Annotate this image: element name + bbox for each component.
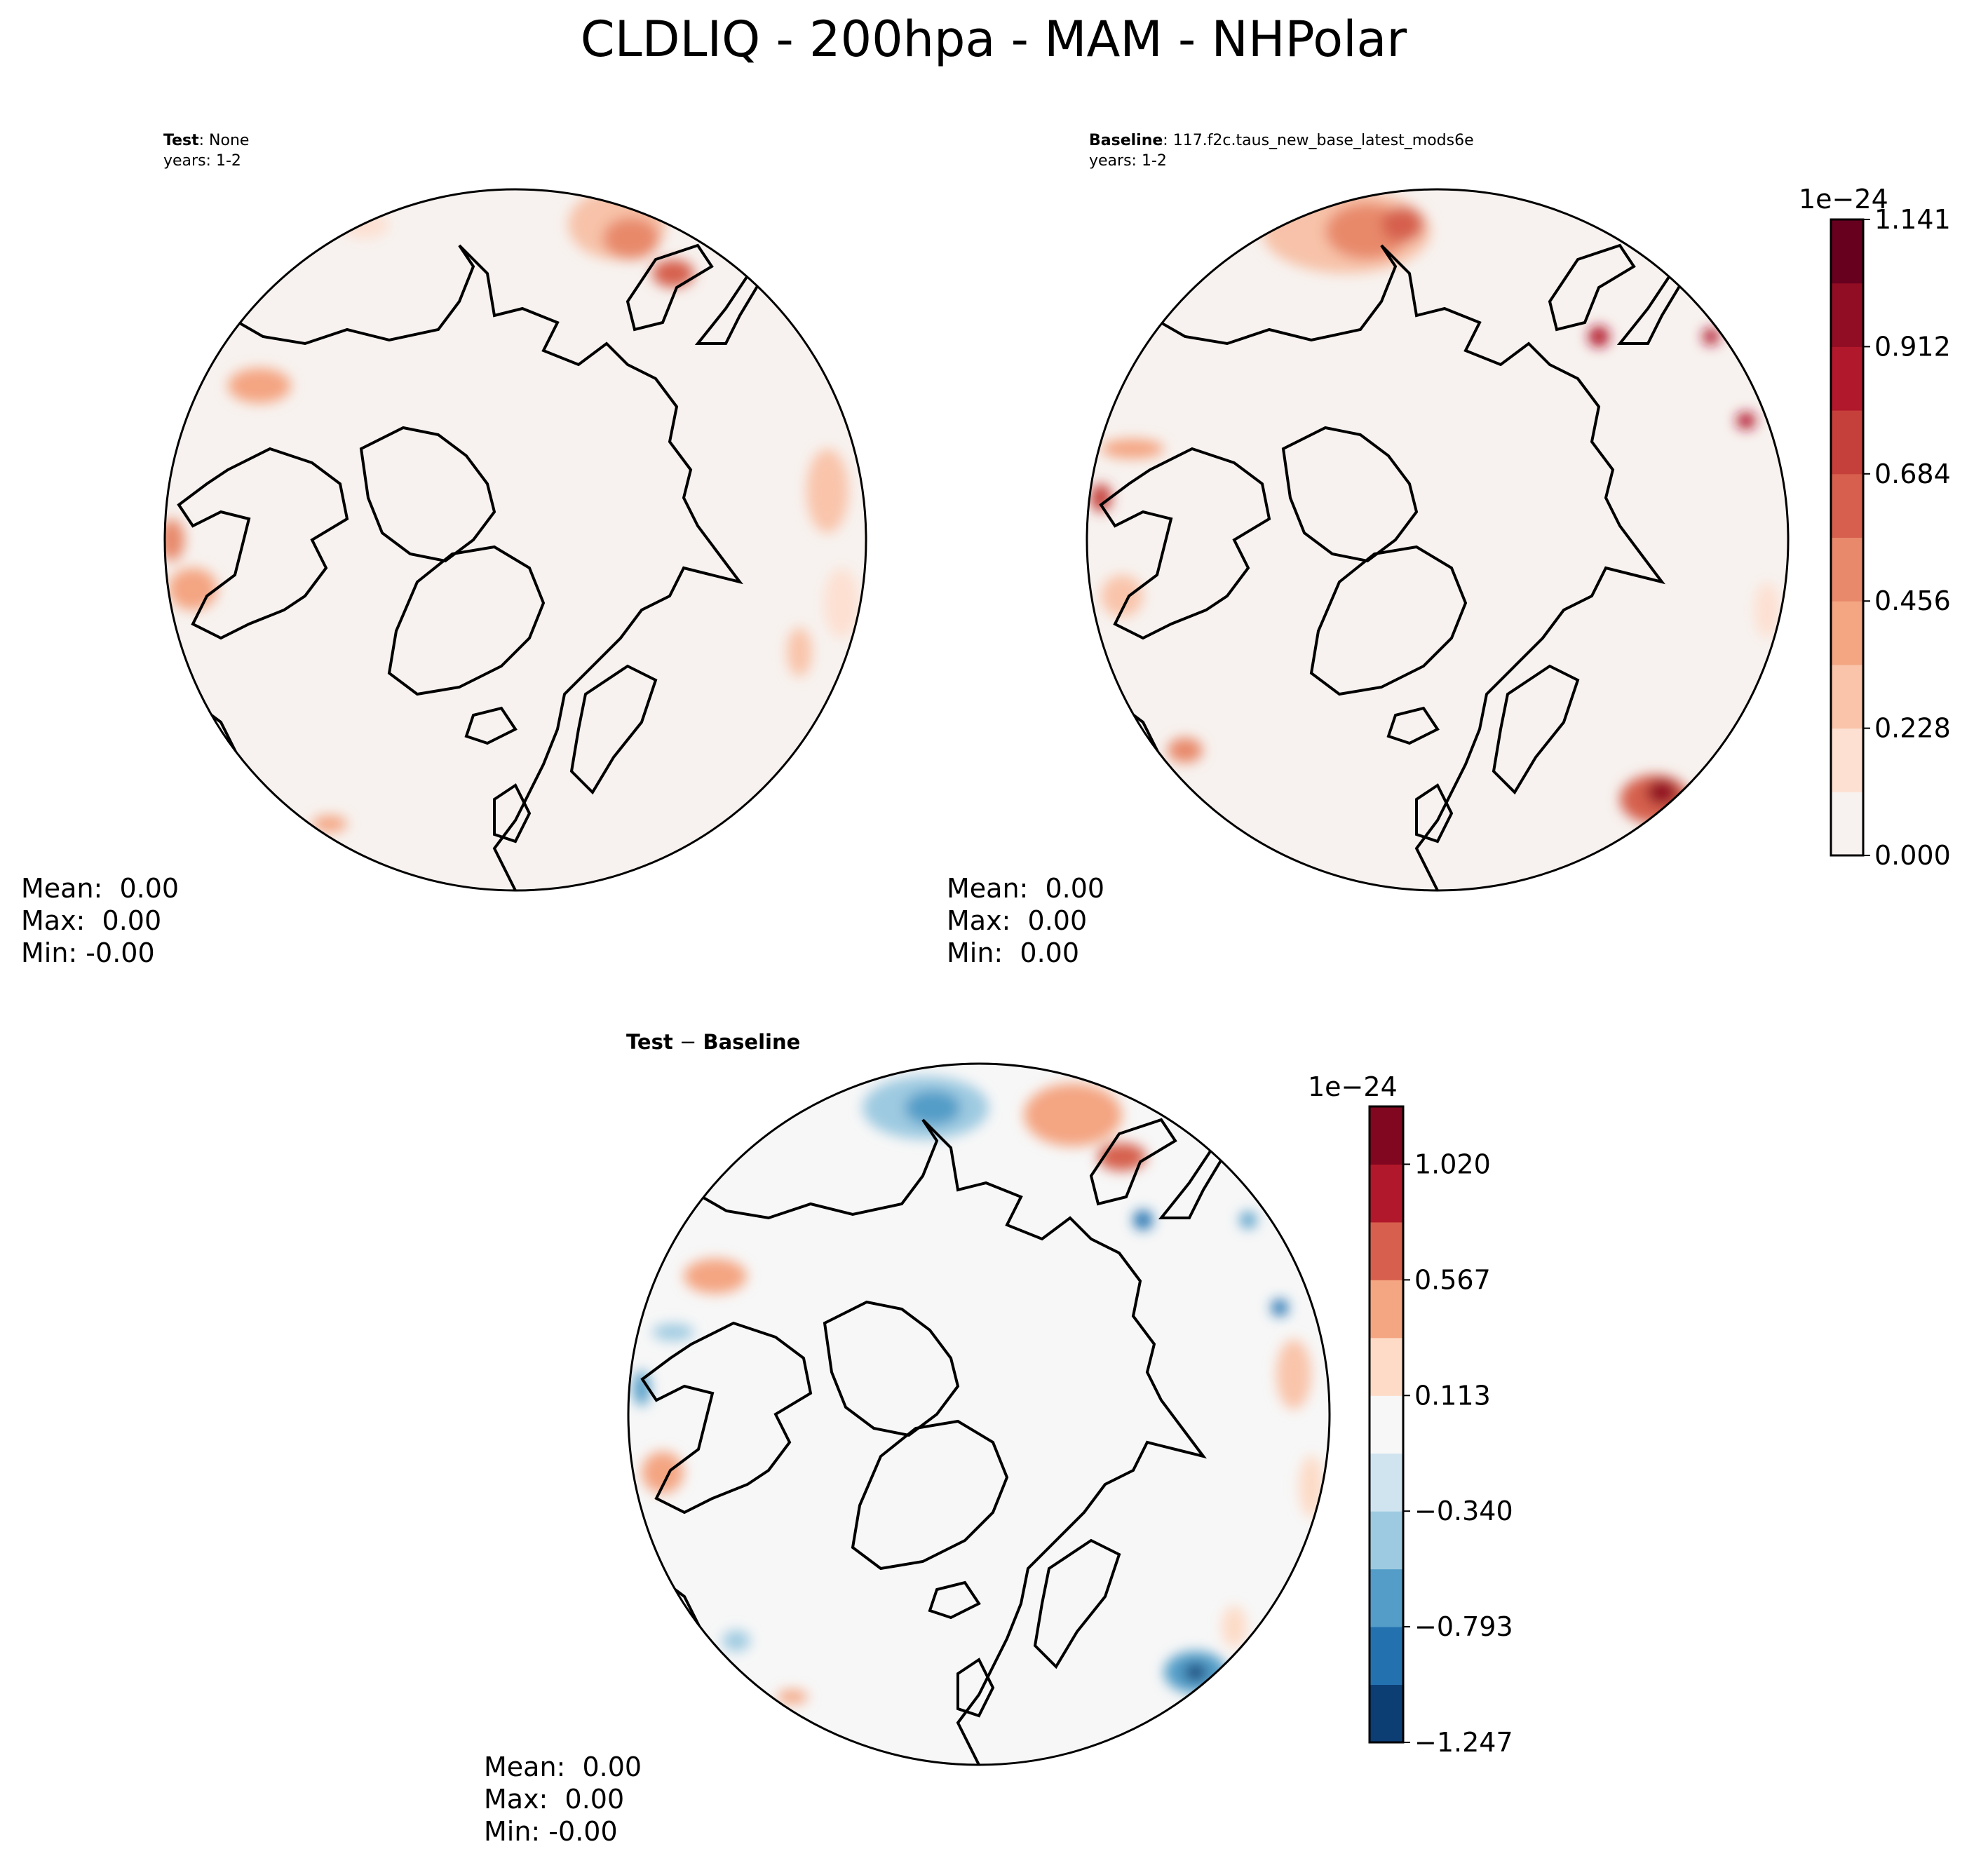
colorbar-diff-tick-label: 0.113	[1414, 1380, 1491, 1411]
panel-test-header-bold: Test	[163, 132, 199, 149]
panel-test-map	[163, 188, 867, 892]
panel-baseline-boundary	[1086, 188, 1790, 892]
panel-baseline-mean: Mean: 0.00	[947, 873, 1104, 904]
colorbar-diff-offset: 1e−24	[1308, 1071, 1398, 1102]
colorbar-main-tick-label: 0.456	[1874, 585, 1951, 616]
colorbar-diff-swatch	[1370, 1221, 1403, 1280]
colorbar-main-swatch	[1831, 664, 1863, 729]
panel-test: Test: None years: 1-2 Mea	[21, 132, 867, 968]
panel-test-min: Min: -0.00	[21, 937, 155, 968]
colorbar-main-swatch	[1831, 346, 1863, 411]
colorbar-main-swatch	[1831, 537, 1863, 602]
colorbar-diff-tick-label: 1.020	[1414, 1149, 1491, 1179]
panel-baseline-max: Max: 0.00	[947, 905, 1087, 936]
panel-test-max: Max: 0.00	[21, 905, 161, 936]
panel-test-boundary	[163, 188, 867, 892]
svg-text:Baseline: 117.f2c.taus_new_bas: Baseline: 117.f2c.taus_new_base_latest_m…	[1089, 132, 1474, 149]
panel-baseline-header-rest: : 117.f2c.taus_new_base_latest_mods6e	[1163, 132, 1473, 149]
colorbar-diff-swatch	[1370, 1627, 1403, 1686]
panel-diff-max: Max: 0.00	[484, 1784, 624, 1815]
colorbar-diff-tick-label: 0.567	[1414, 1264, 1491, 1295]
panel-diff-boundary	[627, 1062, 1331, 1766]
colorbar-diff-swatch	[1370, 1280, 1403, 1339]
panel-test-mean: Mean: 0.00	[21, 873, 179, 904]
colorbar-main-swatch	[1831, 601, 1863, 665]
panel-diff-map	[627, 1062, 1331, 1766]
colorbar-diff: 1e−24 −1.247 −0.793 −0.340 0.113 0.567 1.020	[1308, 1071, 1513, 1758]
panel-diff-mean: Mean: 0.00	[484, 1752, 642, 1782]
colorbar-main-swatch	[1831, 792, 1863, 856]
panel-baseline-years: years: 1-2	[1089, 152, 1167, 170]
panel-baseline-header-bold: Baseline	[1089, 132, 1163, 149]
colorbar-main-swatch	[1831, 283, 1863, 347]
colorbar-diff-tick-label: −0.793	[1414, 1611, 1513, 1642]
colorbar-main-swatch	[1831, 473, 1863, 538]
panel-baseline-min: Min: 0.00	[947, 937, 1079, 968]
colorbar-diff-swatch	[1370, 1511, 1403, 1570]
panel-diff-min: Min: -0.00	[484, 1816, 618, 1847]
colorbar-diff-swatch	[1370, 1337, 1403, 1396]
colorbar-diff-tick-label: −1.247	[1414, 1727, 1513, 1758]
colorbar-diff-swatch	[1370, 1684, 1403, 1743]
panel-baseline-map	[1086, 188, 1790, 892]
colorbar-main-tick-label: 1.141	[1874, 204, 1951, 235]
colorbar-main-tick-label: 0.912	[1874, 331, 1951, 362]
panel-test-header-rest: : None	[199, 132, 250, 149]
colorbar-main-swatch	[1831, 728, 1863, 792]
colorbar-diff-tick-label: −0.340	[1414, 1496, 1513, 1526]
colorbar-main-tick-label: 0.684	[1874, 459, 1951, 489]
colorbar-main: 1e−24 0.000 0.228 0.456 0.684 0.912 1.141	[1799, 184, 1951, 871]
colorbar-main-swatch	[1831, 410, 1863, 475]
colorbar-main-offset: 1e−24	[1799, 184, 1888, 215]
panel-diff-header-bold: Test	[626, 1030, 673, 1054]
colorbar-diff-swatch	[1370, 1569, 1403, 1627]
colorbar-diff-swatch	[1370, 1106, 1403, 1165]
colorbar-main-tick-label: 0.000	[1874, 840, 1951, 871]
svg-text:Test: None: Test: None	[163, 132, 249, 149]
colorbar-diff-swatch	[1370, 1164, 1403, 1223]
colorbar-diff-swatch	[1370, 1395, 1403, 1454]
colorbar-main-swatch	[1831, 219, 1863, 284]
colorbar-main-tick-label: 0.228	[1874, 713, 1951, 744]
panel-diff-header-bold2: Baseline	[703, 1030, 800, 1054]
panel-test-years: years: 1-2	[163, 152, 241, 170]
panel-diff: Test − Baseline	[484, 1030, 1331, 1847]
panel-baseline: Baseline: 117.f2c.taus_new_base_latest_m…	[947, 132, 1790, 968]
figure-title: CLDLIQ - 200hpa - MAM - NHPolar	[581, 11, 1407, 68]
panel-diff-header-minus: −	[673, 1030, 703, 1054]
colorbar-diff-swatch	[1370, 1453, 1403, 1512]
svg-text:Test − Baseline: Test − Baseline	[626, 1030, 800, 1054]
